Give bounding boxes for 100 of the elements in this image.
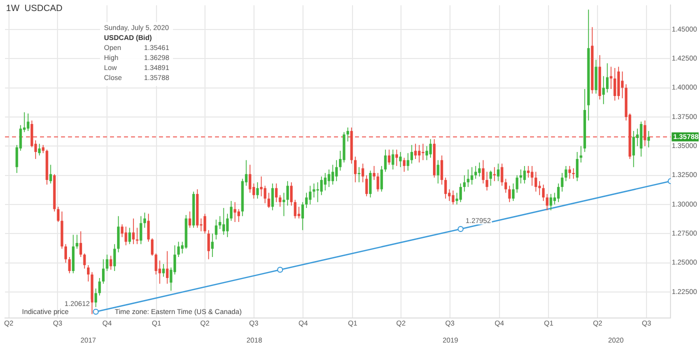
candlestick (188, 211, 192, 228)
candlestick (132, 218, 135, 245)
candlestick (610, 66, 612, 90)
candlestick (275, 183, 278, 203)
candlestick (268, 192, 270, 208)
candlestick (331, 164, 334, 186)
candlestick (301, 202, 304, 231)
candlestick (463, 174, 466, 192)
candlestick (204, 213, 206, 234)
candlestick (508, 185, 511, 203)
candlestick (365, 174, 368, 197)
candlestick (271, 183, 274, 211)
candlestick (147, 213, 150, 242)
candlestick (214, 219, 218, 240)
candlestick (102, 258, 105, 284)
candlestick (392, 149, 394, 170)
candlestick (305, 192, 308, 208)
candlestick (128, 227, 131, 245)
candlestick (489, 170, 492, 186)
candlestick (644, 120, 646, 147)
candlestick (335, 160, 338, 182)
candlestick (256, 182, 259, 200)
candlestick (328, 169, 330, 188)
candlestick (478, 162, 481, 177)
candlestick (425, 146, 428, 161)
candlestick (527, 166, 530, 178)
point (277, 266, 284, 273)
candlestick (493, 166, 496, 182)
candlestick (372, 166, 376, 180)
candlestick (308, 185, 312, 205)
chart-title: 1W USDCAD (6, 3, 63, 13)
candlestick (369, 170, 372, 198)
candlestick (395, 149, 398, 166)
candlestick (346, 127, 350, 142)
candlestick (410, 144, 414, 164)
candlestick (124, 226, 128, 246)
candlestick (512, 183, 515, 202)
candlestick (530, 166, 534, 186)
candlestick (76, 234, 78, 250)
candlestick (440, 155, 444, 186)
candlestick (260, 176, 263, 197)
candlestick (362, 163, 364, 183)
candlestick (294, 199, 296, 219)
candlestick (120, 224, 124, 238)
candlestick (64, 244, 68, 264)
candlestick (602, 76, 605, 105)
candlestick (557, 183, 560, 203)
candlestick (98, 278, 101, 296)
candlestick (86, 264, 90, 282)
candlestick (614, 68, 616, 102)
candlestick (418, 144, 421, 163)
candlestick (237, 208, 240, 222)
candlestick (546, 194, 548, 211)
candlestick (264, 185, 266, 204)
candlestick (248, 164, 252, 194)
candlestick (534, 171, 538, 192)
candlestick (459, 183, 462, 203)
candlestick (406, 152, 410, 172)
candlestick (504, 178, 508, 194)
candlestick (422, 143, 424, 161)
candlestick (550, 194, 552, 211)
candlestick (452, 190, 454, 205)
candlestick (150, 238, 154, 256)
candlestick (110, 255, 112, 270)
candlestick (376, 172, 380, 192)
candlestick (542, 184, 545, 202)
candlestick (286, 180, 289, 206)
candlestick (94, 288, 98, 308)
candlestick (117, 216, 120, 253)
candlestick (113, 244, 116, 272)
candlestick (354, 156, 357, 183)
candlestick (380, 166, 383, 192)
candlestick (384, 149, 387, 172)
candlestick (166, 250, 169, 284)
candlestick (523, 166, 526, 184)
candlestick (207, 230, 210, 260)
candlestick (154, 253, 158, 275)
candlestick (594, 59, 598, 94)
candlestick (606, 62, 609, 93)
candlestick (290, 182, 293, 206)
candlestick (68, 256, 71, 274)
candlestick (436, 160, 440, 184)
candlestick (500, 163, 504, 186)
candlestick (496, 163, 500, 182)
point (92, 308, 99, 315)
candlestick (429, 138, 432, 158)
candlestick (177, 241, 180, 258)
candlestick (143, 212, 146, 228)
candlestick (222, 208, 225, 236)
candlestick (402, 157, 406, 172)
candlestick (38, 143, 41, 156)
candlestick (26, 113, 30, 132)
candlestick (516, 174, 518, 194)
candlestick (106, 254, 108, 272)
candlestick (230, 200, 232, 222)
candlestick (564, 166, 568, 182)
candlestick (162, 264, 165, 278)
candlestick (580, 146, 582, 163)
candlestick (482, 160, 484, 184)
candlestick (399, 152, 402, 168)
